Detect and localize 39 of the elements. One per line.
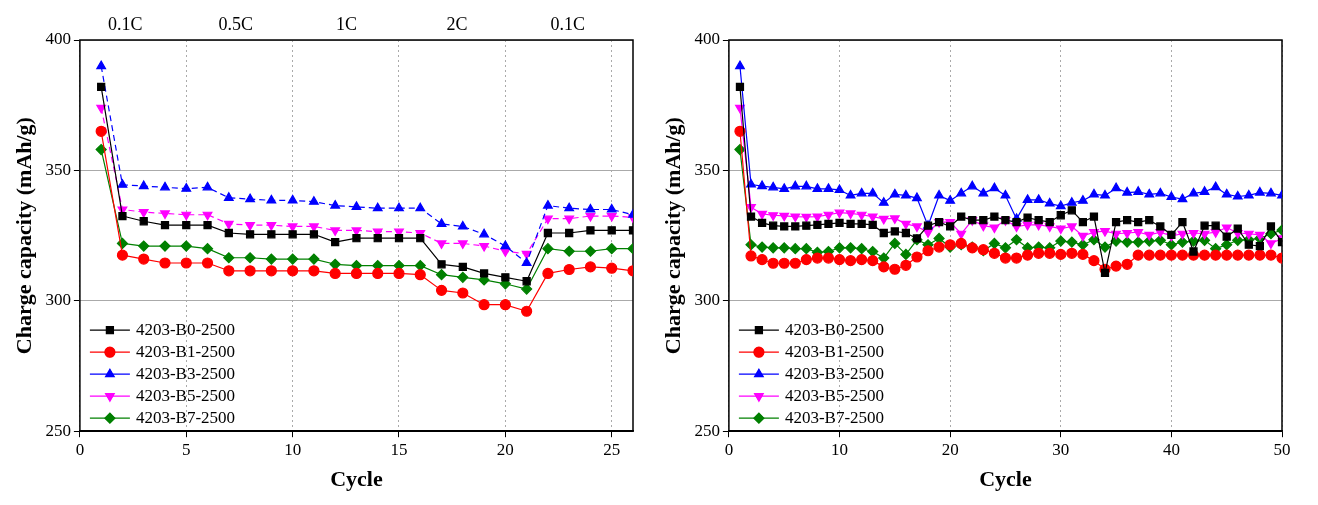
text: 0.1C (550, 13, 585, 34)
x-tick-label: 30 (1052, 439, 1070, 459)
x-tick-label: 40 (1162, 439, 1180, 459)
y-axis-title: Charge capacity (mAh/g) (659, 117, 685, 355)
y-tick-label: 250 (694, 420, 720, 440)
y-tick-label: 300 (45, 290, 71, 310)
x-tick-label: 10 (284, 439, 302, 459)
x-axis-title: Cycle (979, 466, 1032, 492)
x-tick-label: 50 (1273, 439, 1291, 459)
x-tick-label: 15 (390, 439, 408, 459)
x-tick-label: 0 (75, 439, 85, 459)
y-tick-label: 400 (694, 29, 720, 49)
legend-label: 4203-B0-2500 (135, 319, 236, 339)
legend-label: 4203-B1-2500 (784, 341, 885, 361)
y-tick-label: 350 (45, 159, 71, 179)
x-tick-label: 25 (603, 439, 621, 459)
legend-label: 4203-B3-2500 (135, 363, 236, 383)
y-tick-label: 300 (694, 290, 720, 310)
text: 2C (446, 13, 468, 34)
x-tick-label: 20 (496, 439, 514, 459)
legend-label: 4203-B1-2500 (135, 341, 236, 361)
legend-label: 4203-B5-2500 (135, 385, 236, 405)
x-tick-label: 0 (724, 439, 734, 459)
y-tick-label: 250 (45, 420, 71, 440)
x-tick-label: 10 (831, 439, 849, 459)
y-tick-label: 350 (694, 159, 720, 179)
legend-label: 4203-B3-2500 (784, 363, 885, 383)
text: 0.5C (218, 13, 254, 34)
legend-label: 4203-B0-2500 (784, 319, 885, 339)
x-tick-label: 20 (941, 439, 959, 459)
legend-label: 4203-B7-2500 (784, 407, 885, 427)
y-tick-label: 400 (45, 29, 71, 49)
legend-label: 4203-B7-2500 (135, 407, 236, 427)
x-axis-title: Cycle (330, 466, 383, 492)
y-axis-title: Charge capacity (mAh/g) (10, 117, 36, 355)
text: 1C (335, 13, 357, 34)
legend-label: 4203-B5-2500 (784, 385, 885, 405)
x-tick-label: 5 (182, 439, 191, 459)
text: 0.1C (107, 13, 143, 34)
